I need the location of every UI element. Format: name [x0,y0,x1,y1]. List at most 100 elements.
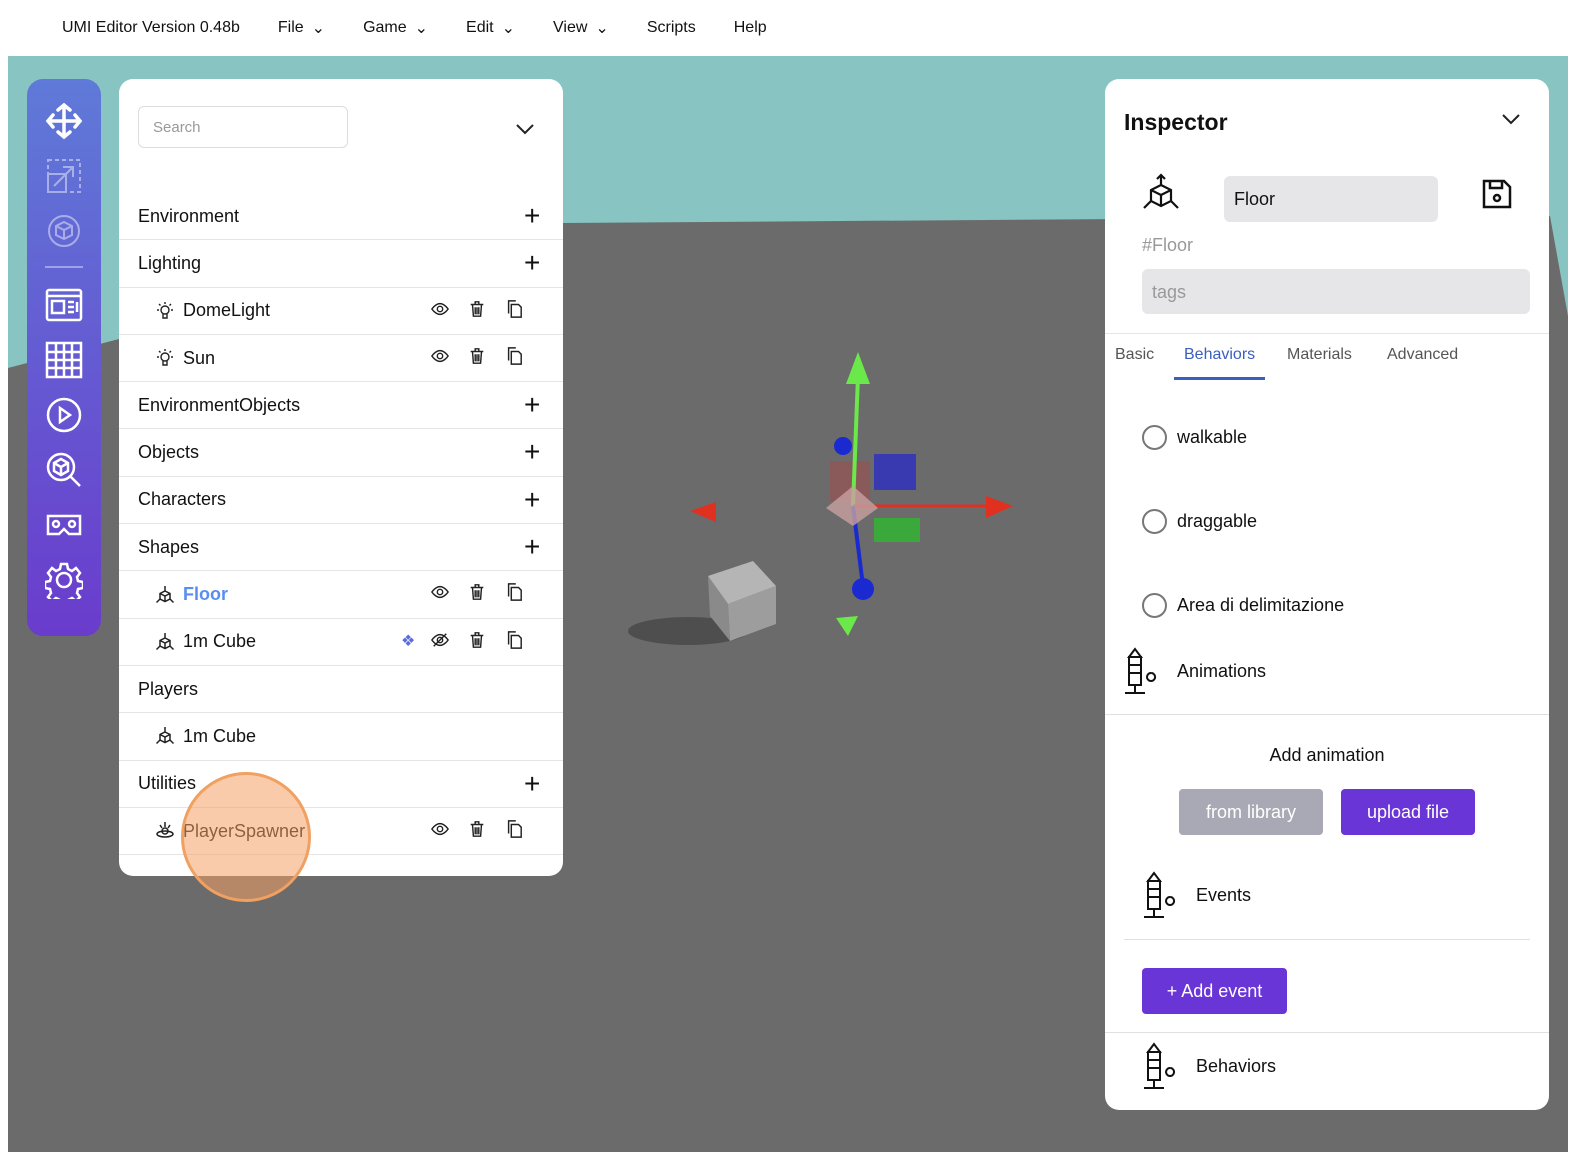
menu-game[interactable]: Game ⌄ [363,19,429,37]
from-library-button[interactable]: from library [1179,789,1323,835]
add-icon[interactable]: + [524,247,541,279]
vr-icon [46,514,82,536]
item-label: Objects [138,442,200,463]
menu-view[interactable]: View ⌄ [553,19,609,37]
animations-section: Animations [1123,647,1266,695]
duplicate-icon[interactable] [505,299,523,318]
eye-icon[interactable] [431,347,449,365]
menu-file[interactable]: File ⌄ [277,19,326,37]
item-label: Floor [183,584,228,605]
radio-circle[interactable] [1142,509,1167,534]
item-label: DomeLight [183,300,271,321]
radio-circle[interactable] [1142,593,1167,618]
item-actions [431,583,523,602]
grid-button[interactable] [44,340,84,380]
item-label: Players [138,678,199,699]
scale-icon [47,159,81,193]
hierarchy-item[interactable]: Sun [119,335,563,383]
menu-edit[interactable]: Edit ⌄ [466,19,516,37]
item-label: 1m Cube [183,725,257,746]
hierarchy-item[interactable]: Floor [119,571,563,619]
tab-advanced[interactable]: Advanced [1387,346,1459,363]
eye-icon[interactable] [431,820,449,838]
eye-icon[interactable] [431,583,449,601]
hierarchy-group[interactable]: Players [119,666,563,714]
add-icon[interactable]: + [524,483,541,515]
menu-scripts[interactable]: Scripts [646,19,696,36]
tab-behaviors[interactable]: Behaviors [1174,346,1266,380]
hierarchy-item[interactable]: DomeLight [119,288,563,335]
item-actions [431,347,523,365]
object-icon [155,632,175,650]
rotate-tool-button[interactable] [44,211,84,251]
tab-materials[interactable]: Materials [1287,346,1352,363]
hierarchy-group[interactable]: Environment + [119,193,563,241]
eye-off-icon[interactable] [431,631,449,649]
add-icon[interactable]: + [524,389,541,421]
grid-icon [45,341,83,379]
trash-icon[interactable] [468,300,486,318]
inspect-object-button[interactable] [44,450,84,490]
app-title: UMI Editor Version 0.48b [62,19,240,36]
object-name-field[interactable]: Floor [1224,176,1438,222]
add-animation-label: Add animation [1269,745,1385,765]
item-actions [431,299,523,318]
cube [708,561,776,604]
trash-icon[interactable] [468,820,486,838]
toggle-walkable[interactable]: walkable [1142,425,1247,450]
item-actions [431,820,523,838]
eye-icon[interactable] [431,300,449,318]
layout-button[interactable] [44,285,84,325]
trash-icon[interactable] [468,347,486,365]
light-icon [157,301,173,319]
hierarchy-group[interactable]: Shapes + [119,524,563,572]
hierarchy-item[interactable]: 1m Cube [119,713,563,761]
hierarchy-group[interactable]: Utilities + [119,761,563,808]
add-event-button[interactable]: + Add event [1142,968,1287,1014]
hierarchy-group[interactable]: Characters + [119,477,563,525]
chevron-down-icon[interactable] [1501,113,1521,125]
scale-tool-button[interactable] [44,156,84,196]
add-icon[interactable]: + [524,200,541,231]
toolbar-divider [45,266,83,268]
trash-icon[interactable] [468,583,486,601]
add-icon[interactable]: + [524,436,541,468]
settings-icon [45,562,83,599]
tab-basic[interactable]: Basic [1115,346,1155,363]
toggle-draggable[interactable]: draggable [1142,509,1257,534]
item-label: Sun [183,347,216,368]
hierarchy-item[interactable]: 1m Cube ❖ [119,619,563,666]
upload-file-button[interactable]: upload file [1341,789,1475,835]
inspector-title: Inspector [1124,109,1228,135]
duplicate-icon[interactable] [505,630,523,649]
trash-icon[interactable] [468,631,486,649]
settings-button[interactable] [44,560,84,600]
hierarchy-group[interactable]: Lighting + [119,240,563,288]
move-tool-button[interactable] [44,101,84,141]
toggle-area[interactable]: Area di delimitazione [1142,593,1344,618]
item-label: EnvironmentObjects [138,394,301,415]
behavior-icon [1125,647,1157,694]
light-icon [157,349,173,366]
search-input[interactable]: Search [138,106,348,148]
hierarchy-group[interactable]: EnvironmentObjects + [119,382,563,430]
object-id: #Floor [1142,235,1194,255]
menu-help[interactable]: Help [733,19,767,36]
add-icon[interactable]: + [524,767,541,799]
item-label: Lighting [138,252,202,273]
duplicate-icon[interactable] [505,583,523,602]
chevron-down-icon[interactable] [515,123,535,135]
gizmo-icon[interactable]: ❖ [401,632,416,650]
duplicate-icon[interactable] [505,347,523,365]
hierarchy-group[interactable]: Objects + [119,429,563,477]
add-icon[interactable]: + [524,531,541,563]
vr-button[interactable] [44,505,84,545]
duplicate-icon[interactable] [505,820,523,838]
radio-circle[interactable] [1142,425,1167,450]
inspector-tabs: Basic Behaviors Materials Advanced [1105,333,1549,380]
inspect-object-icon [46,452,81,487]
tags-input[interactable]: tags [1142,269,1530,314]
save-icon[interactable] [1481,178,1513,210]
play-button[interactable] [44,395,84,435]
divider [1105,1032,1549,1033]
